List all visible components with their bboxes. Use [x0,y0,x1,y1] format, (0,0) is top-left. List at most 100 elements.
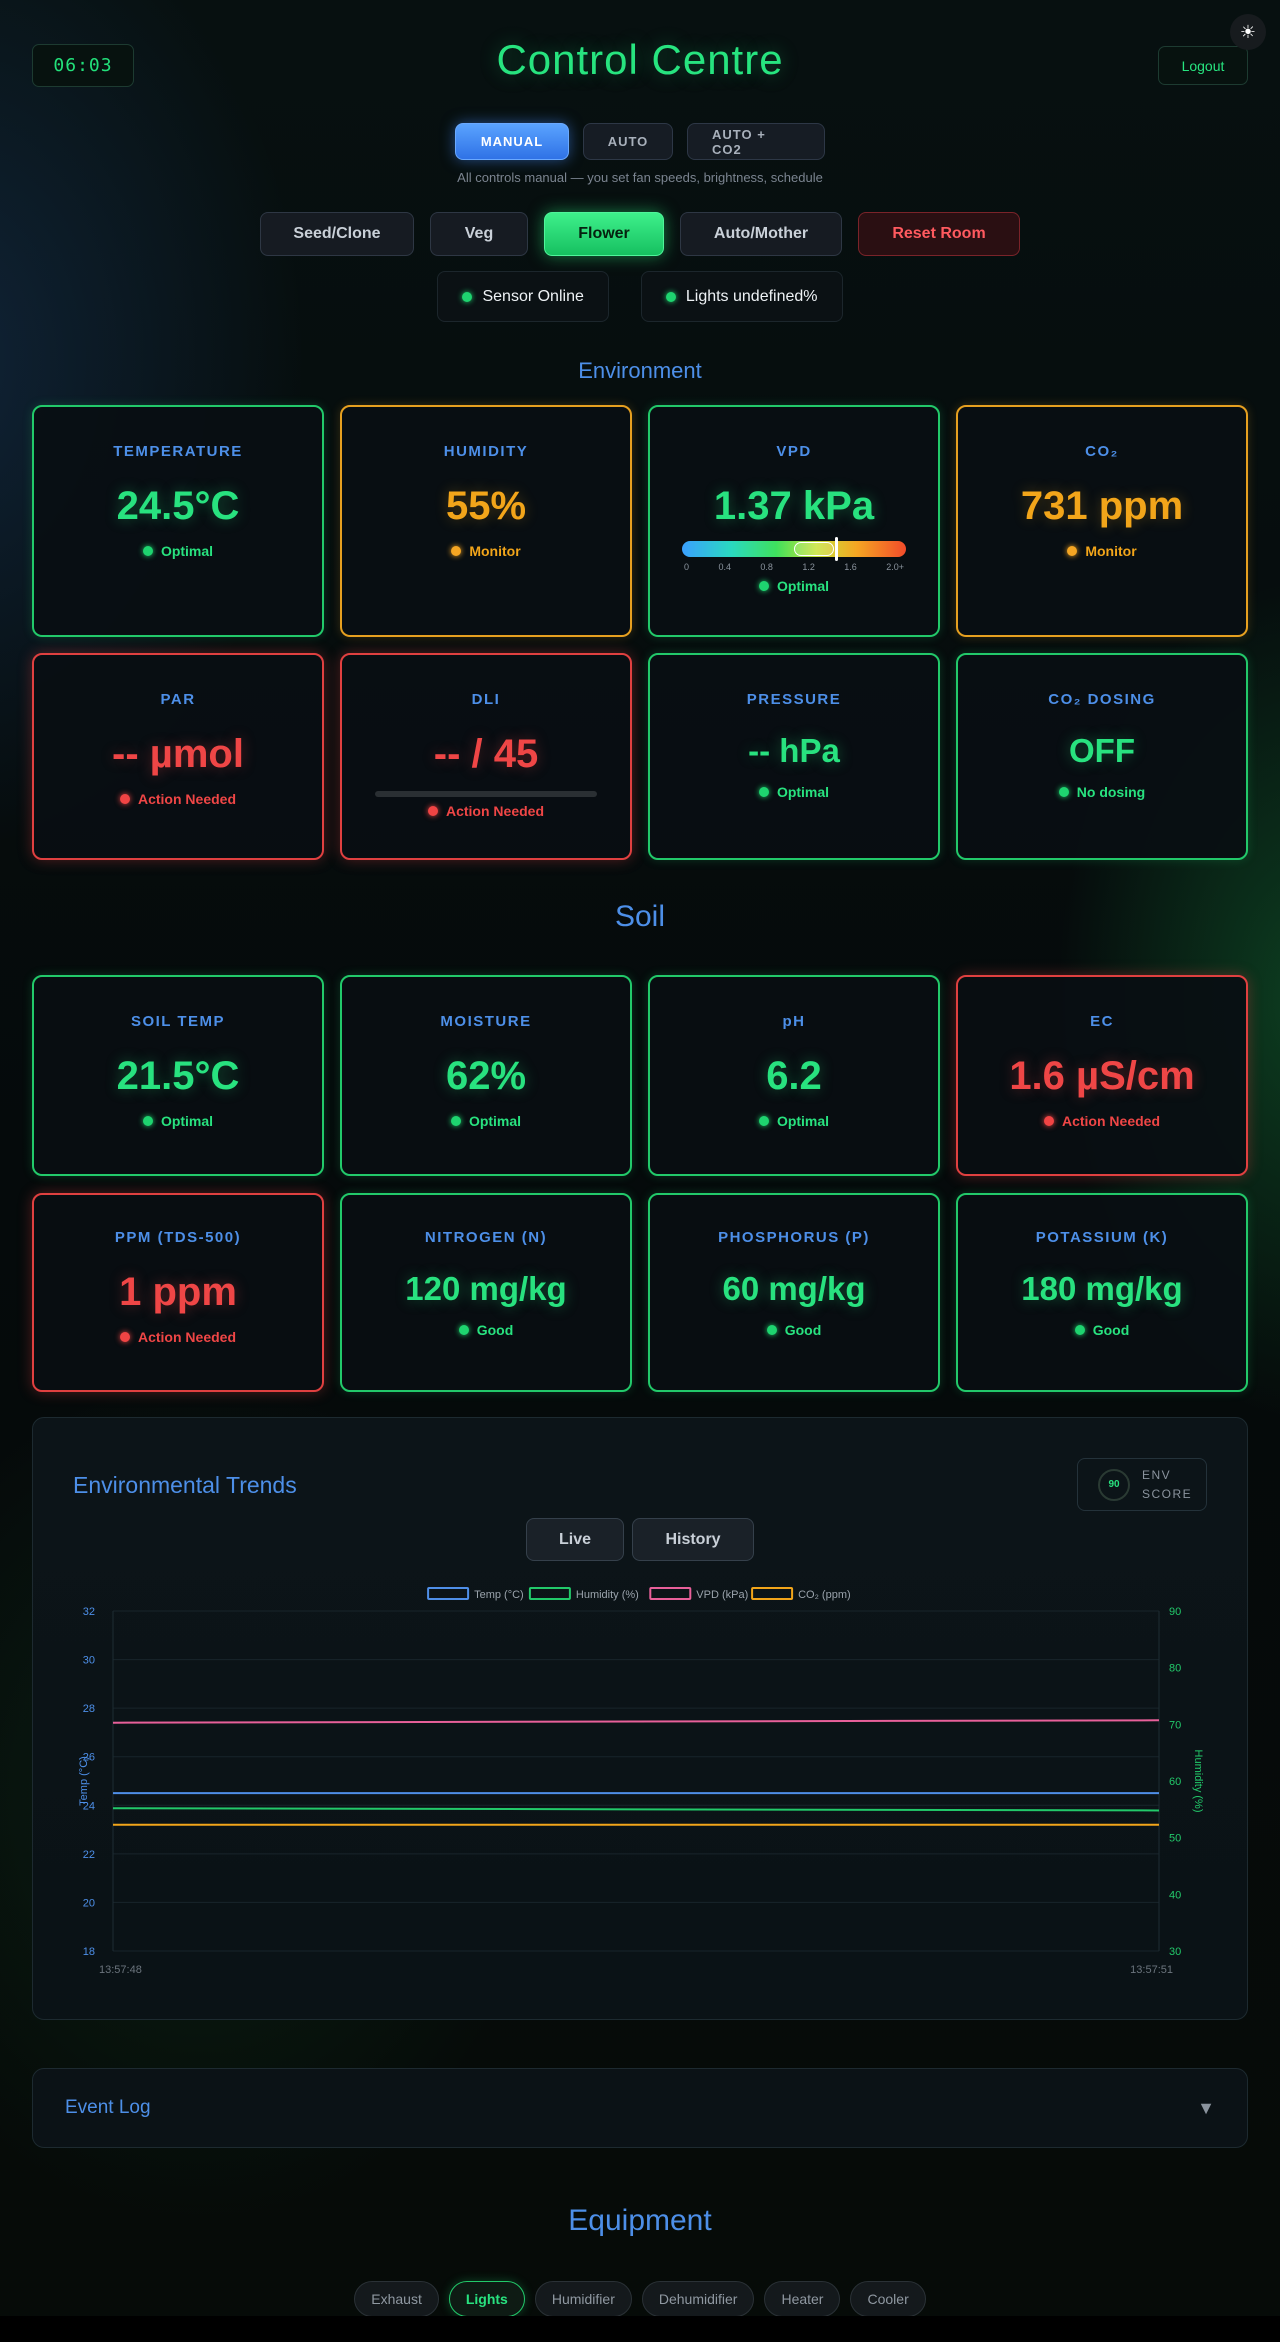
card-value: 62% [445,1054,527,1098]
tab-cooler[interactable]: Cooler [850,2281,926,2317]
status-badge: Good [458,1322,514,1338]
status-text: Good [784,1322,822,1338]
status-text: Optimal [776,578,830,594]
y-tick-label-left: 26 [83,1752,95,1764]
status-text: Optimal [160,543,214,559]
stage-veg-button[interactable]: Veg [430,212,528,256]
vpd-tick-label: 2.0+ [886,562,904,572]
status-text: Optimal [160,1113,214,1129]
status-badge: Optimal [450,1113,521,1129]
lights-status-text: Lights undefined% [685,287,818,305]
mode-auto-co2-button[interactable]: AUTO + CO2 [687,123,825,160]
status-badge: Optimal [758,784,830,800]
tab-humidifier[interactable]: Humidifier [534,2281,632,2317]
status-text: Action Needed [445,803,544,819]
theme-toggle-button[interactable]: ☀ [1230,14,1266,50]
y-tick-label-left: 24 [83,1800,95,1812]
soil-temp-card: SOIL TEMP 21.5°C Optimal [32,975,324,1176]
status-pills: Sensor Online Lights undefined% [0,271,1280,322]
temperature-card: TEMPERATURE 24.5°C Optimal [32,405,324,637]
clock: 06:03 [32,44,134,87]
vpd-scale-ticks: 0 0.4 0.8 1.2 1.6 2.0+ [682,562,906,572]
legend-swatch [528,1587,571,1600]
trends-title: Environmental Trends [73,1472,297,1498]
logout-button[interactable]: Logout [1158,46,1248,85]
humidity-card: HUMIDITY 55% Monitor [340,405,632,637]
y-tick-label-left: 22 [83,1849,95,1861]
dli-progress-bar [375,791,597,797]
status-text: Action Needed [1061,1113,1160,1129]
equipment-section-title: Equipment [568,2204,712,2237]
card-value: 24.5°C [116,484,240,528]
event-log-toggle[interactable]: Event Log ▼ [32,2068,1248,2148]
card-value: 1 ppm [119,1270,237,1314]
vpd-tick-label: 0.8 [760,562,773,572]
card-label: PHOSPHORUS (P) [718,1229,870,1246]
y-tick-label-left: 30 [83,1655,95,1667]
vpd-tick-label: 0.4 [718,562,731,572]
card-label: EC [1090,1013,1114,1030]
y-axis-title-right: Humidity (%) [1192,1750,1204,1813]
co2-dosing-card: CO₂ DOSING OFF No dosing [956,653,1248,860]
card-value: 55% [445,484,527,528]
tab-dehumidifier[interactable]: Dehumidifier [641,2281,755,2317]
status-dot-icon [451,546,462,556]
status-text: Optimal [776,1113,830,1129]
tab-live[interactable]: Live [526,1518,624,1561]
tab-history[interactable]: History [632,1518,754,1561]
vpd-marker [835,537,839,561]
vpd-gradient-bar [682,537,906,561]
trend-chart: 32 30 28 26 24 22 20 18 90 80 70 60 50 40 30 Temp (°C) H… [78,1587,1204,1976]
card-label: POTASSIUM (K) [1035,1229,1169,1246]
ph-card: pH 6.2 Optimal [648,975,940,1176]
stage-selector: Seed/Clone Veg Flower Auto/Mother Reset … [0,212,1280,256]
status-badge: Monitor [1067,543,1137,559]
par-card: PAR -- µmol Action Needed [32,653,324,860]
environment-section-title: Environment [578,358,702,383]
moisture-card: MOISTURE 62% Optimal [340,975,632,1176]
series-line [112,1807,1160,1812]
tab-exhaust[interactable]: Exhaust [354,2281,439,2317]
legend-label: VPD (kPa) [696,1589,748,1601]
sensor-status-badge: Sensor Online [437,271,609,322]
mode-manual-button[interactable]: MANUAL [455,123,569,160]
tab-lights[interactable]: Lights [448,2281,525,2317]
vpd-tick-label: 1.6 [844,562,857,572]
card-value: OFF [1069,732,1135,769]
stage-seed-clone-button[interactable]: Seed/Clone [260,212,414,256]
y-axis-title-left: Temp (°C) [78,1756,90,1806]
y-tick-label-left: 32 [83,1606,95,1618]
status-badge: Action Needed [1043,1113,1160,1129]
status-dot-icon [142,546,153,556]
status-badge: Optimal [142,543,214,559]
tab-heater[interactable]: Heater [764,2281,841,2317]
status-text: Good [476,1322,514,1338]
stage-auto-mother-button[interactable]: Auto/Mother [680,212,842,256]
nitrogen-card: NITROGEN (N) 120 mg/kg Good [340,1193,632,1392]
score-label: ENV SCORE [1142,1466,1192,1504]
y-tick-label-right: 50 [1169,1833,1181,1845]
stage-flower-button[interactable]: Flower [544,212,664,256]
status-dot-icon [1043,1116,1054,1126]
card-value: 120 mg/kg [405,1270,567,1307]
status-badge: No dosing [1058,784,1145,800]
legend-swatch [427,1587,470,1600]
status-badge: Optimal [758,578,830,594]
status-text: Optimal [776,784,830,800]
status-dot-icon [119,794,130,804]
card-label: NITROGEN (N) [424,1229,548,1246]
equipment-tabs: Exhaust Lights Humidifier Dehumidifier H… [0,2281,1280,2317]
card-value: -- hPa [748,732,840,769]
card-value: 21.5°C [116,1054,240,1098]
status-badge: Monitor [451,543,521,559]
status-dot-icon [462,291,473,302]
legend-swatch [751,1587,794,1600]
card-label: TEMPERATURE [113,443,243,460]
reset-room-button[interactable]: Reset Room [858,212,1020,256]
vpd-scale: 0 0.4 0.8 1.2 1.6 2.0+ [682,537,906,572]
score-ring-icon: 90 [1098,1468,1130,1501]
dli-card: DLI -- / 45 Action Needed [340,653,632,860]
sun-icon: ☀ [1239,21,1257,42]
mode-auto-button[interactable]: AUTO [583,123,673,160]
status-badge: Good [766,1322,822,1338]
